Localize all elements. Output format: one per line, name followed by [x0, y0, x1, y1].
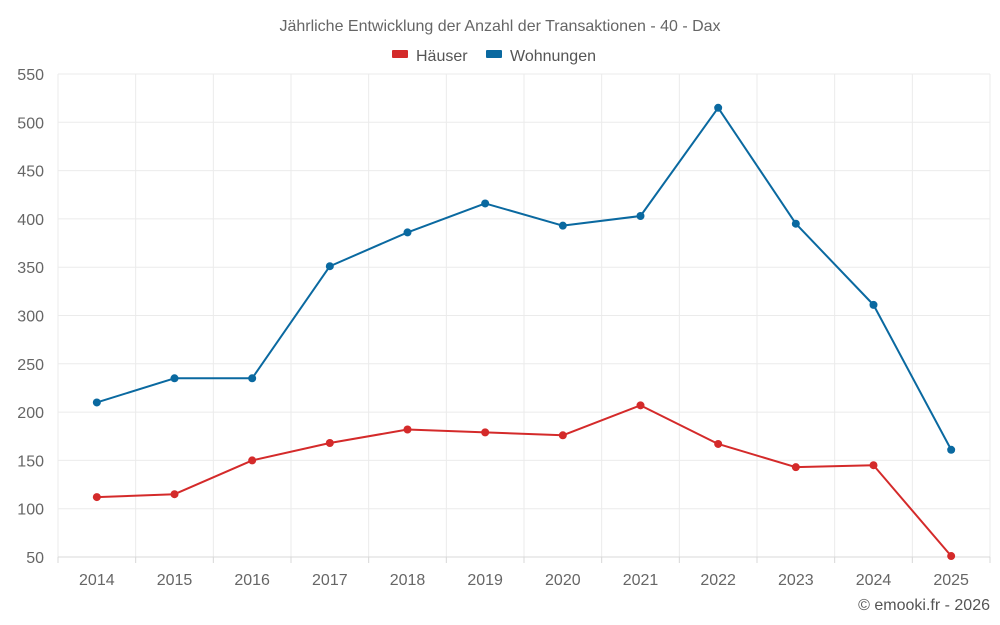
legend-swatch-haeuser [392, 50, 408, 58]
x-tick-label: 2025 [933, 572, 969, 589]
x-tick-label: 2023 [778, 572, 814, 589]
y-tick-label: 450 [17, 164, 44, 181]
y-tick-label: 400 [17, 212, 44, 229]
data-point-wohnungen[interactable] [92, 398, 101, 407]
y-tick-label: 150 [17, 453, 44, 470]
data-point-wohnungen[interactable] [636, 212, 645, 221]
grid [57, 73, 991, 557]
series-line-haeuser[interactable] [96, 404, 952, 557]
x-axis-ticks: 2014 2015 2016 2017 2018 2019 2020 2021 2022 2023… [79, 572, 969, 589]
x-tick-label: 2024 [856, 572, 892, 589]
data-point-wohnungen[interactable] [248, 374, 257, 383]
data-point-wohnungen[interactable] [869, 300, 878, 309]
data-point-wohnungen[interactable] [170, 374, 179, 383]
data-point-wohnungen[interactable] [481, 199, 490, 208]
x-tick-label: 2014 [79, 572, 115, 589]
legend-swatch-wohnungen [486, 50, 502, 58]
data-point-wohnungen[interactable] [403, 228, 412, 237]
data-point-haeuser[interactable] [92, 493, 101, 502]
data-point-haeuser[interactable] [403, 425, 412, 434]
y-tick-label: 50 [26, 550, 44, 567]
axes [57, 556, 991, 563]
y-tick-label: 100 [17, 502, 44, 519]
data-point-haeuser[interactable] [947, 552, 956, 561]
legend[interactable]: Häuser Wohnungen [392, 48, 596, 65]
x-tick-label: 2022 [700, 572, 736, 589]
x-tick-label: 2015 [157, 572, 193, 589]
series-line-wohnungen[interactable] [96, 106, 953, 451]
x-tick-label: 2018 [390, 572, 426, 589]
data-point-haeuser[interactable] [248, 456, 257, 465]
y-tick-label: 550 [17, 67, 44, 84]
legend-label-wohnungen: Wohnungen [510, 48, 596, 65]
x-tick-label: 2020 [545, 572, 581, 589]
data-point-wohnungen[interactable] [558, 221, 567, 230]
x-tick-label: 2021 [623, 572, 659, 589]
y-tick-label: 500 [17, 115, 44, 132]
y-tick-label: 300 [17, 309, 44, 326]
y-tick-label: 250 [17, 357, 44, 374]
x-tick-label: 2017 [312, 572, 348, 589]
data-point-haeuser[interactable] [325, 439, 334, 448]
data-point-haeuser[interactable] [636, 401, 645, 410]
data-point-haeuser[interactable] [558, 431, 567, 440]
data-point-haeuser[interactable] [170, 490, 179, 499]
data-point-haeuser[interactable] [481, 428, 490, 437]
data-point-haeuser[interactable] [869, 461, 878, 470]
chart-title: Jährliche Entwicklung der Anzahl der Tra… [279, 18, 720, 35]
y-axis-ticks: 50 100 150 200 250 300 350 400 450 500 550 [17, 67, 44, 567]
legend-item-wohnungen[interactable]: Wohnungen [486, 48, 596, 65]
series-layer [92, 103, 956, 561]
legend-label-haeuser: Häuser [416, 48, 468, 65]
data-point-wohnungen[interactable] [947, 445, 956, 454]
credit-text: © emooki.fr - 2026 [858, 597, 990, 614]
x-tick-label: 2016 [234, 572, 270, 589]
data-point-wohnungen[interactable] [325, 262, 334, 271]
data-point-wohnungen[interactable] [714, 103, 723, 112]
data-point-haeuser[interactable] [791, 463, 800, 472]
legend-item-haeuser[interactable]: Häuser [392, 48, 468, 65]
y-tick-label: 350 [17, 260, 44, 277]
x-tick-label: 2019 [467, 572, 503, 589]
data-point-wohnungen[interactable] [791, 219, 800, 228]
y-tick-label: 200 [17, 405, 44, 422]
data-point-haeuser[interactable] [714, 439, 723, 448]
